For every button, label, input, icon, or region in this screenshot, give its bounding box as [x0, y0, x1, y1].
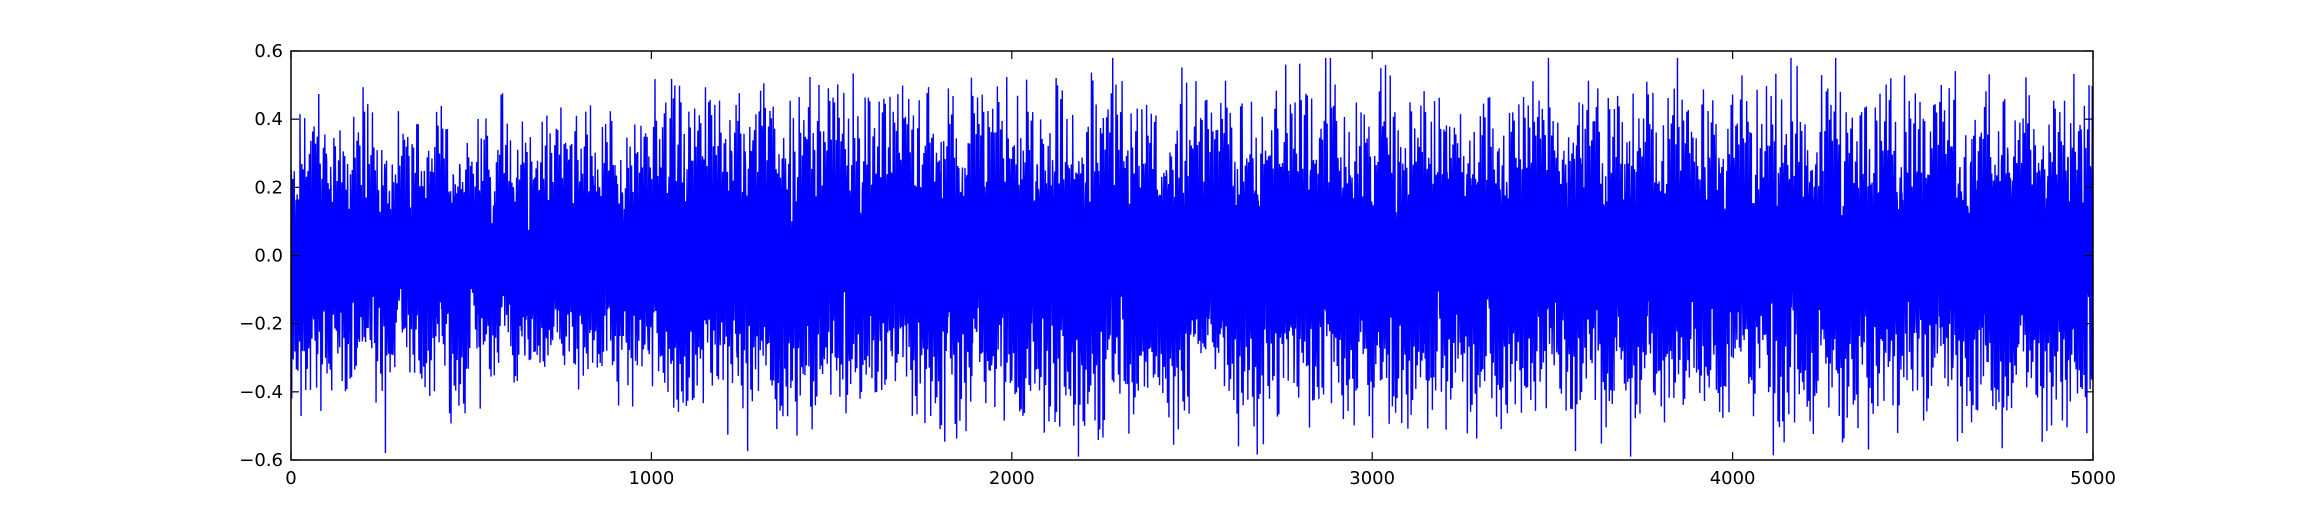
y-tick-label: 0.2 — [254, 177, 283, 198]
series-layer — [290, 57, 2094, 457]
x-axis: 0 1000 2000 3000 4000 5000 — [285, 51, 2116, 489]
y-axis: −0.6 −0.4 −0.2 0.0 0.2 0.4 0.6 — [239, 41, 2093, 471]
y-tick-label: −0.4 — [239, 382, 283, 403]
series-line — [290, 57, 2094, 457]
y-tick-label: −0.2 — [239, 314, 283, 335]
x-tick-label: 2000 — [989, 468, 1035, 489]
y-tick-label: −0.6 — [239, 450, 283, 471]
x-tick-label: 5000 — [2070, 468, 2116, 489]
x-tick-label: 1000 — [628, 468, 674, 489]
y-tick-label: 0.4 — [254, 109, 283, 130]
x-tick-label: 3000 — [1349, 468, 1395, 489]
y-tick-label: 0.0 — [254, 246, 283, 267]
x-tick-label: 4000 — [1710, 468, 1756, 489]
y-tick-label: 0.6 — [254, 41, 283, 62]
x-tick-label: 0 — [285, 468, 296, 489]
